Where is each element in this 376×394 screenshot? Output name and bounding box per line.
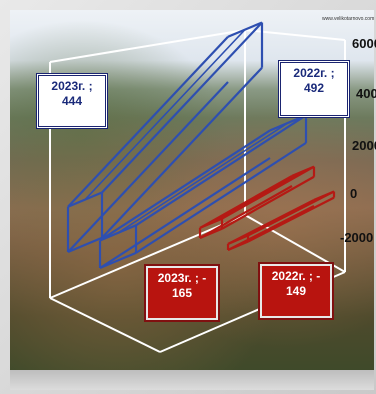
bar-series2-2022 xyxy=(247,190,335,237)
data-label-value: 492 xyxy=(303,81,325,95)
y-tick-label: 6000 xyxy=(352,36,376,51)
y-tick-label: 0 xyxy=(350,186,358,201)
bar-series1-2022 xyxy=(99,251,137,270)
box-edge xyxy=(49,297,161,353)
bar-series2-2022 xyxy=(247,196,335,243)
data-label-category: 2022г. ; xyxy=(293,66,335,80)
box-edge xyxy=(49,29,246,63)
bar-series1-2023 xyxy=(67,36,229,208)
data-label-value: 444 xyxy=(61,94,83,108)
bar-series2-2023 xyxy=(221,165,315,220)
data-label-value: 149 xyxy=(285,284,307,298)
bar-series2-2022 xyxy=(227,198,315,245)
box-edge xyxy=(244,29,346,41)
watermark: www.velikotarnovo.com xyxy=(322,16,375,22)
data-label-series1-2023: 2023г. ; 444 xyxy=(36,73,108,129)
bar-series1-2022 xyxy=(99,129,271,242)
bar-series2-2023 xyxy=(199,174,293,229)
data-label-series2-2023: 2023г. ; - 165 xyxy=(144,264,220,322)
data-label-category: 2023г. ; - xyxy=(157,271,207,285)
bar-series1-2023 xyxy=(101,21,263,194)
bar-series1-2023 xyxy=(67,81,229,253)
bar-series1-2022 xyxy=(135,114,307,227)
data-label-category: 2023г. ; xyxy=(51,79,93,93)
bar-series2-2022 xyxy=(227,205,315,251)
bar-series1-2022 xyxy=(117,122,289,234)
chart-bars xyxy=(66,21,336,270)
bar-series1-2023 xyxy=(101,66,263,239)
bar-series1-2023 xyxy=(67,236,103,254)
frame-bottom-bar xyxy=(10,370,374,390)
bar-series2-2023 xyxy=(221,175,315,230)
bar-series2-2023 xyxy=(210,170,304,224)
bar-series1-2022 xyxy=(135,141,307,254)
y-tick-label: -2000 xyxy=(340,230,374,245)
y-tick-label: 2000 xyxy=(352,138,376,153)
bar-series1-2023 xyxy=(84,29,246,201)
bar-series2-2023 xyxy=(199,185,293,239)
data-label-category: 2022г. ; - xyxy=(271,269,321,283)
y-tick-label: 4000 xyxy=(356,86,376,101)
data-label-value: 165 xyxy=(171,286,193,300)
data-label-series1-2022: 2022г. ; 492 xyxy=(278,60,350,118)
bar-series2-2022 xyxy=(237,195,325,241)
box-edge xyxy=(244,214,346,273)
bar-series1-2022 xyxy=(99,157,271,269)
box-edge xyxy=(49,214,246,299)
data-label-series2-2022: 2022г. ; - 149 xyxy=(258,262,334,320)
